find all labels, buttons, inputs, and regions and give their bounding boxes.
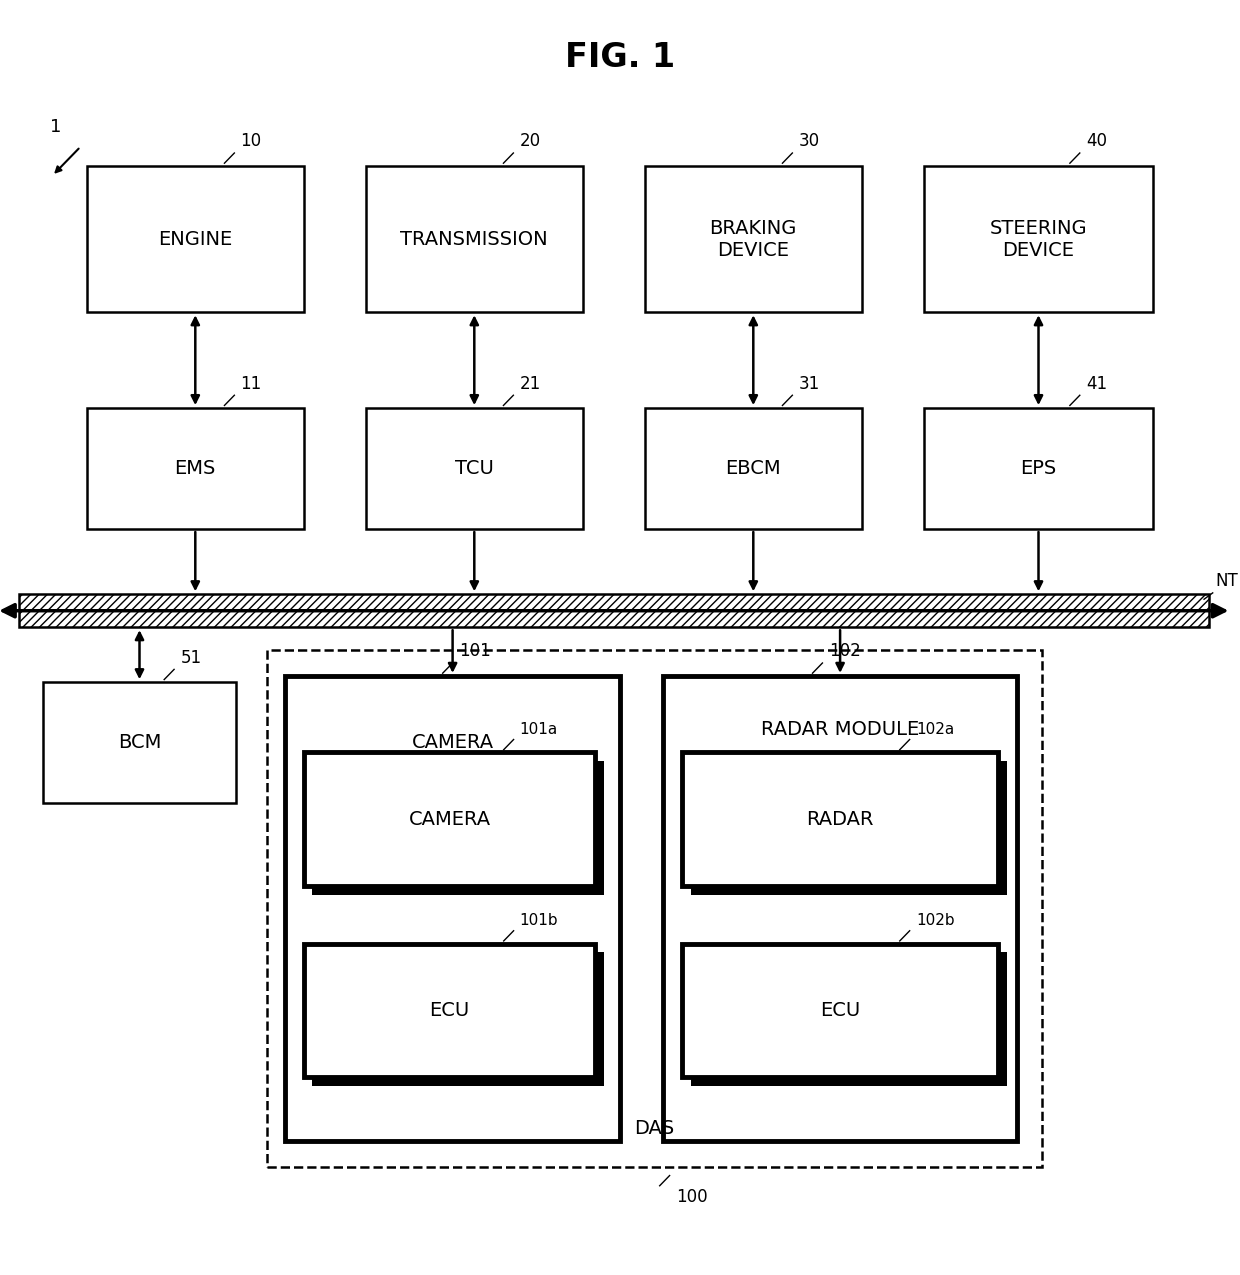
- Bar: [304, 752, 595, 886]
- Text: 102b: 102b: [916, 913, 955, 928]
- Bar: [19, 594, 1209, 627]
- Text: ENGINE: ENGINE: [159, 230, 232, 249]
- Text: 102: 102: [828, 643, 861, 660]
- Text: BCM: BCM: [118, 733, 161, 752]
- Bar: [691, 761, 1007, 895]
- Text: 31: 31: [799, 375, 820, 393]
- Bar: [285, 676, 620, 1141]
- Text: 51: 51: [180, 649, 201, 667]
- Bar: [663, 676, 1017, 1141]
- Text: 102a: 102a: [916, 722, 954, 737]
- Bar: [924, 166, 1153, 312]
- Text: ECU: ECU: [820, 1001, 861, 1020]
- Bar: [924, 408, 1153, 529]
- Text: 40: 40: [1086, 133, 1107, 150]
- Text: 10: 10: [241, 133, 262, 150]
- Bar: [645, 408, 862, 529]
- Text: ECU: ECU: [429, 1001, 470, 1020]
- Text: FIG. 1: FIG. 1: [565, 41, 675, 74]
- Text: CAMERA
MODULE: CAMERA MODULE: [410, 733, 495, 774]
- Bar: [366, 166, 583, 312]
- Text: RADAR MODULE: RADAR MODULE: [761, 720, 919, 739]
- Text: 101b: 101b: [520, 913, 558, 928]
- Bar: [645, 166, 862, 312]
- Text: TRANSMISSION: TRANSMISSION: [401, 230, 548, 249]
- Text: 21: 21: [520, 375, 541, 393]
- Text: 20: 20: [520, 133, 541, 150]
- Text: TCU: TCU: [455, 459, 494, 478]
- Bar: [304, 944, 595, 1077]
- Bar: [87, 166, 304, 312]
- Text: 100: 100: [676, 1188, 708, 1206]
- Text: NT: NT: [1215, 572, 1238, 590]
- Bar: [691, 952, 1007, 1086]
- Text: 101: 101: [459, 643, 491, 660]
- Text: EPS: EPS: [1021, 459, 1056, 478]
- Text: STEERING
DEVICE: STEERING DEVICE: [990, 218, 1087, 260]
- Bar: [312, 952, 604, 1086]
- Bar: [43, 682, 236, 803]
- Bar: [366, 408, 583, 529]
- Text: EBCM: EBCM: [725, 459, 781, 478]
- Text: 11: 11: [241, 375, 262, 393]
- Bar: [682, 944, 998, 1077]
- Text: CAMERA: CAMERA: [408, 810, 491, 829]
- Bar: [682, 752, 998, 886]
- Bar: [267, 650, 1042, 1167]
- Text: 101a: 101a: [520, 722, 558, 737]
- Text: DAS: DAS: [634, 1119, 675, 1137]
- Text: BRAKING
DEVICE: BRAKING DEVICE: [709, 218, 797, 260]
- Bar: [312, 761, 604, 895]
- Text: 41: 41: [1086, 375, 1107, 393]
- Text: EMS: EMS: [175, 459, 216, 478]
- Text: 1: 1: [50, 119, 62, 136]
- Text: 30: 30: [799, 133, 820, 150]
- Bar: [87, 408, 304, 529]
- Text: RADAR: RADAR: [806, 810, 874, 829]
